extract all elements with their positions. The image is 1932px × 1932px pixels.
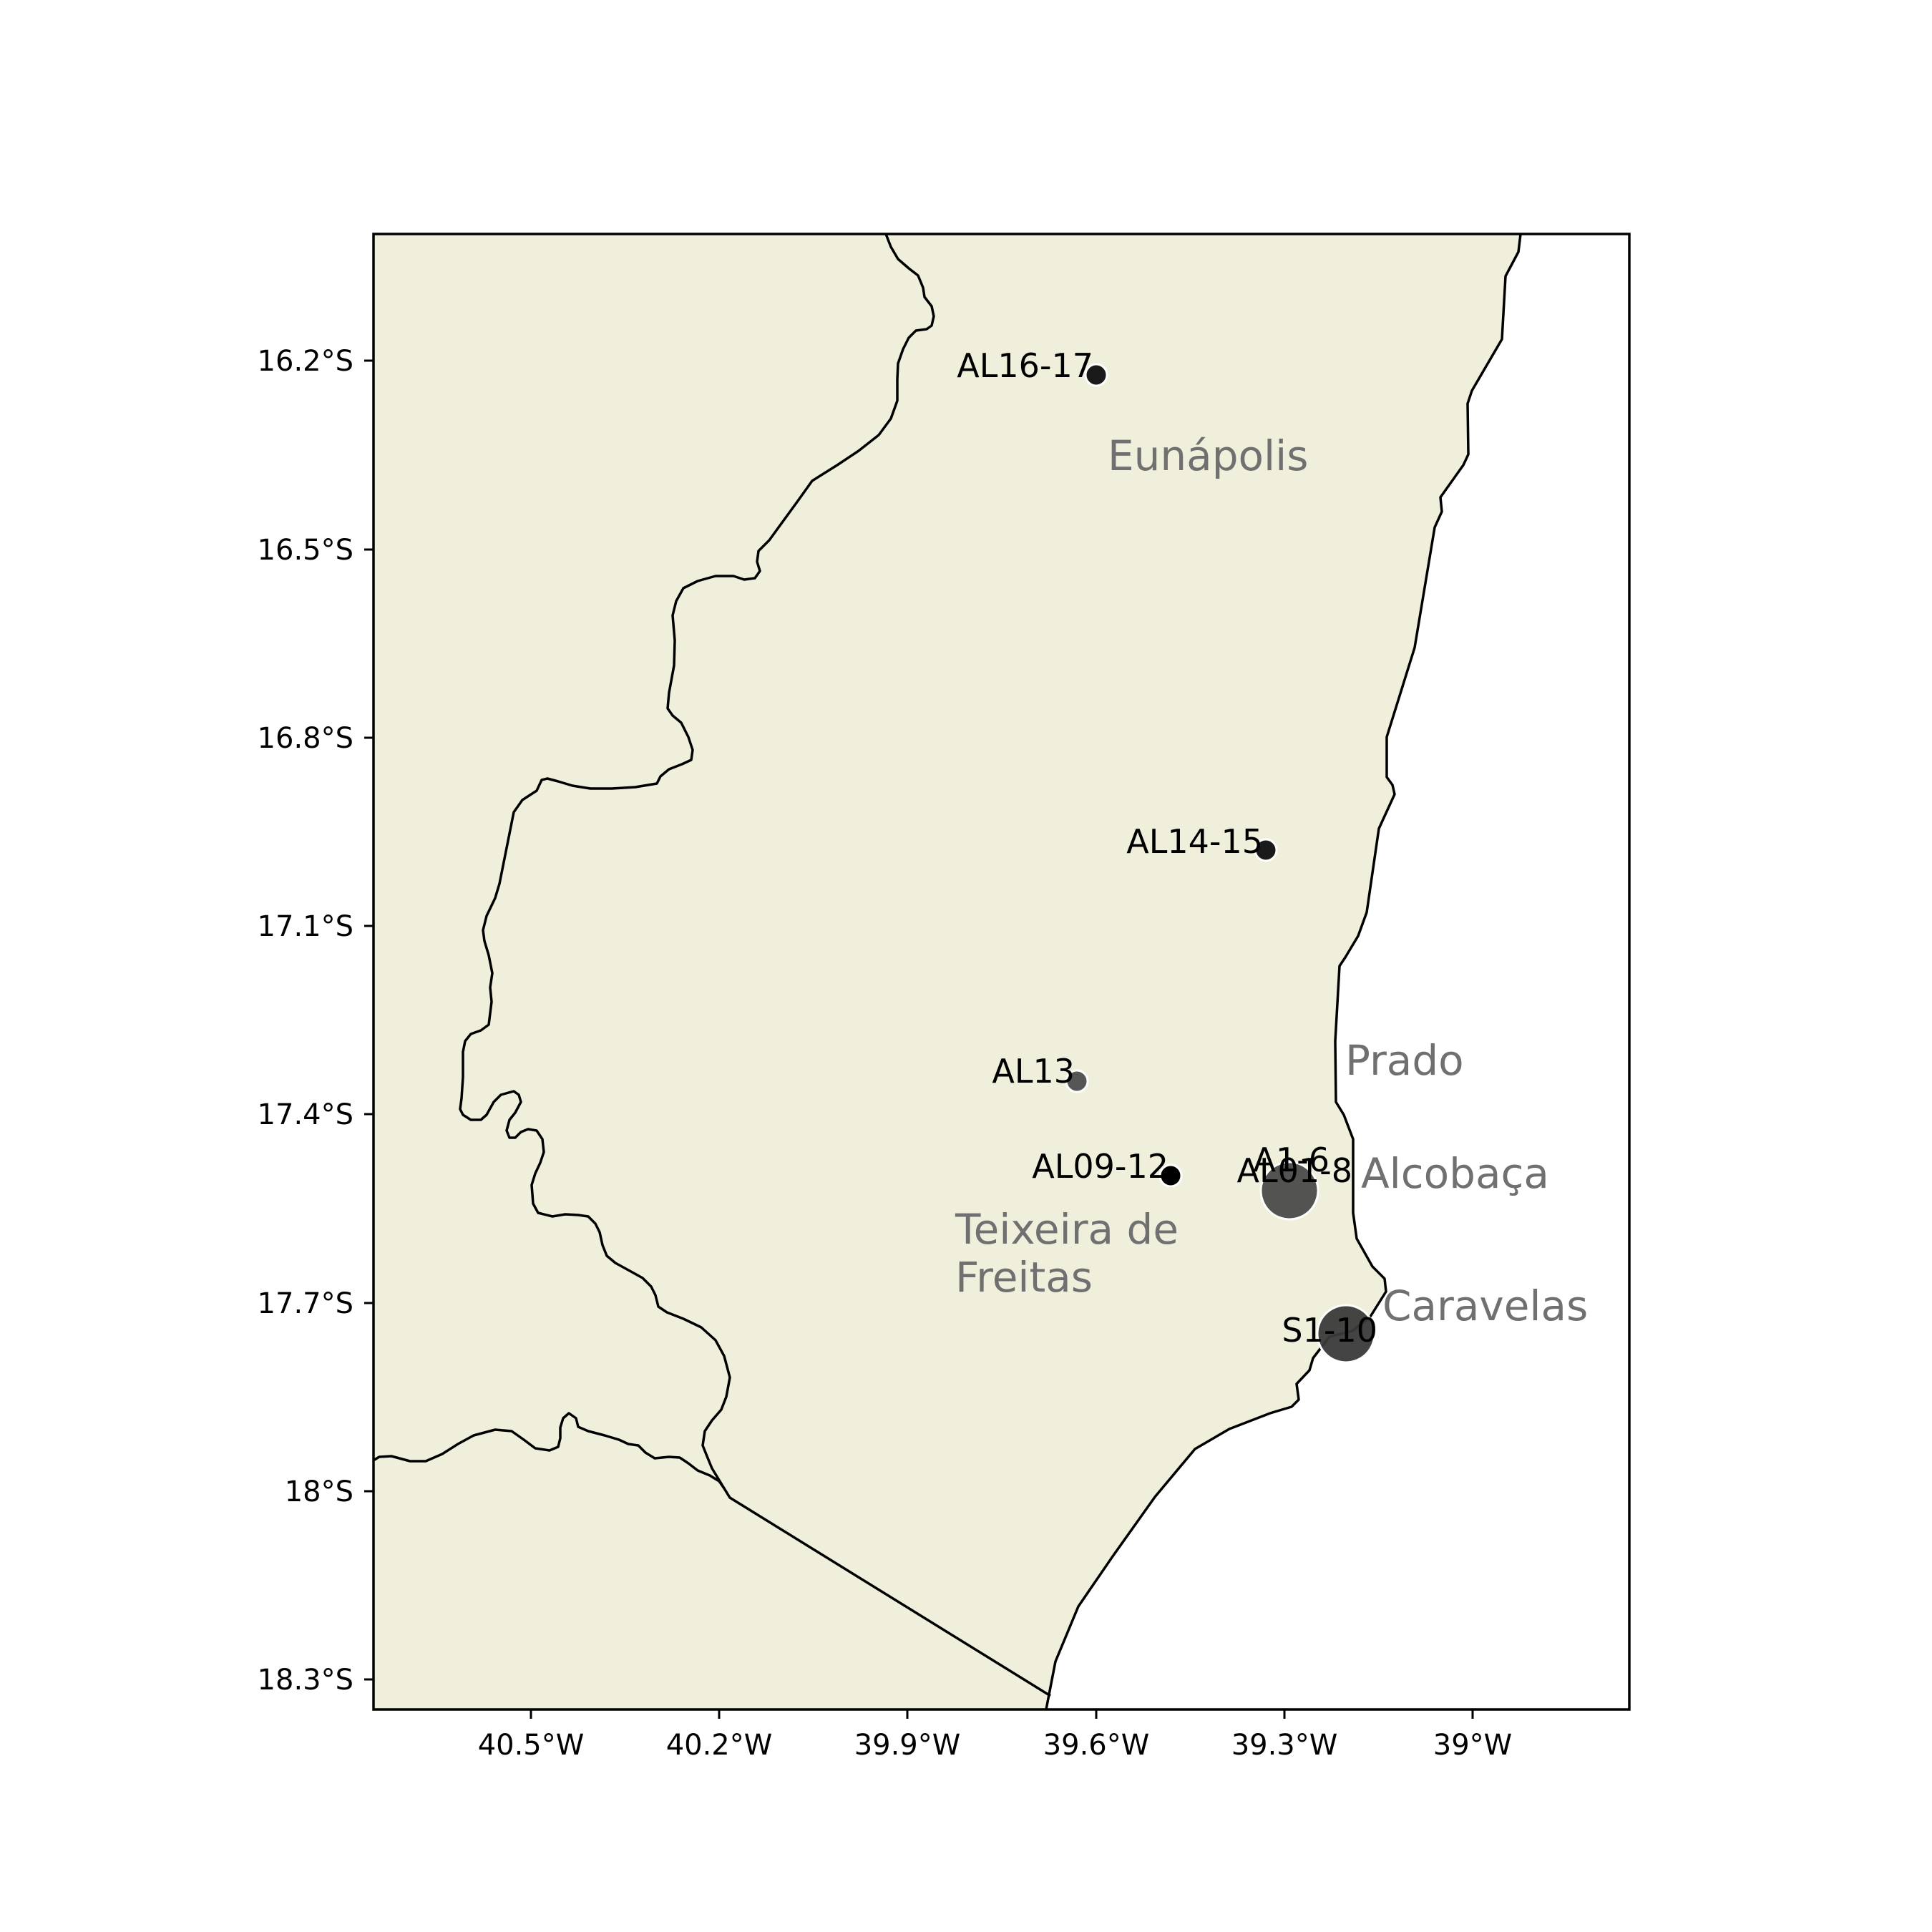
x-axis: 40.5°W 40.2°W 39.9°W 39.6°W 39.3°W 39°W (478, 1709, 1512, 1762)
y-tick-label: 18.3°S (258, 1664, 353, 1697)
site-label: S1-10 (1282, 1311, 1377, 1350)
site-label: A1-6 (1253, 1141, 1330, 1179)
x-tick-label: 39°W (1433, 1729, 1512, 1762)
y-tick-label: 17.4°S (258, 1098, 353, 1131)
site-labels: AL16-17 AL14-15 AL13 AL09-12 A1-6 AL01-8… (957, 346, 1377, 1350)
site-label: AL09-12 (1032, 1147, 1169, 1186)
y-tick-label: 18°S (285, 1475, 353, 1508)
city-labels: Eunápolis Prado Alcobaça Teixeira de Fre… (955, 431, 1588, 1330)
x-tick-label: 39.6°W (1043, 1729, 1150, 1762)
y-tick-label: 16.2°S (258, 345, 353, 378)
site-markers (1065, 363, 1376, 1364)
site-label: AL01-8 (1237, 1151, 1353, 1190)
x-tick-label: 40.2°W (666, 1729, 773, 1762)
city-label-caravelas: Caravelas (1382, 1282, 1588, 1330)
land-area (374, 234, 1521, 1709)
x-tick-label: 39.9°W (854, 1729, 961, 1762)
site-marker-al16-17[interactable] (1084, 363, 1108, 387)
x-tick-label: 40.5°W (478, 1729, 585, 1762)
city-label-teixeira-de-freitas: Teixeira de (955, 1205, 1179, 1254)
y-tick-label: 16.8°S (258, 722, 353, 755)
site-marker-al14-15[interactable] (1254, 838, 1278, 862)
map-frame (372, 233, 1631, 1711)
city-label-alcobaca: Alcobaça (1361, 1149, 1549, 1198)
site-label: AL16-17 (957, 346, 1093, 385)
y-tick-label: 17.1°S (258, 910, 353, 943)
site-marker-s1-10[interactable] (1316, 1304, 1376, 1364)
city-label-eunapolis: Eunápolis (1108, 431, 1308, 480)
site-marker-al01-8[interactable] (1259, 1161, 1319, 1221)
city-label-teixeira-de-freitas-line2: Freitas (955, 1253, 1093, 1302)
state-border-south (374, 1412, 726, 1490)
site-label: AL14-15 (1126, 822, 1263, 861)
y-tick-label: 17.7°S (258, 1287, 353, 1320)
site-label: AL13 (992, 1052, 1075, 1091)
municipal-border-west (459, 234, 1051, 1697)
site-marker-al13[interactable] (1065, 1069, 1089, 1093)
y-tick-label: 16.5°S (258, 534, 353, 567)
city-label-prado: Prado (1345, 1036, 1464, 1085)
coastline (1045, 234, 1522, 1709)
x-tick-label: 39.3°W (1231, 1729, 1338, 1762)
site-marker-al09-12[interactable] (1158, 1163, 1183, 1188)
y-axis: 16.2°S 16.5°S 16.8°S 17.1°S 17.4°S 17.7°… (258, 345, 374, 1697)
